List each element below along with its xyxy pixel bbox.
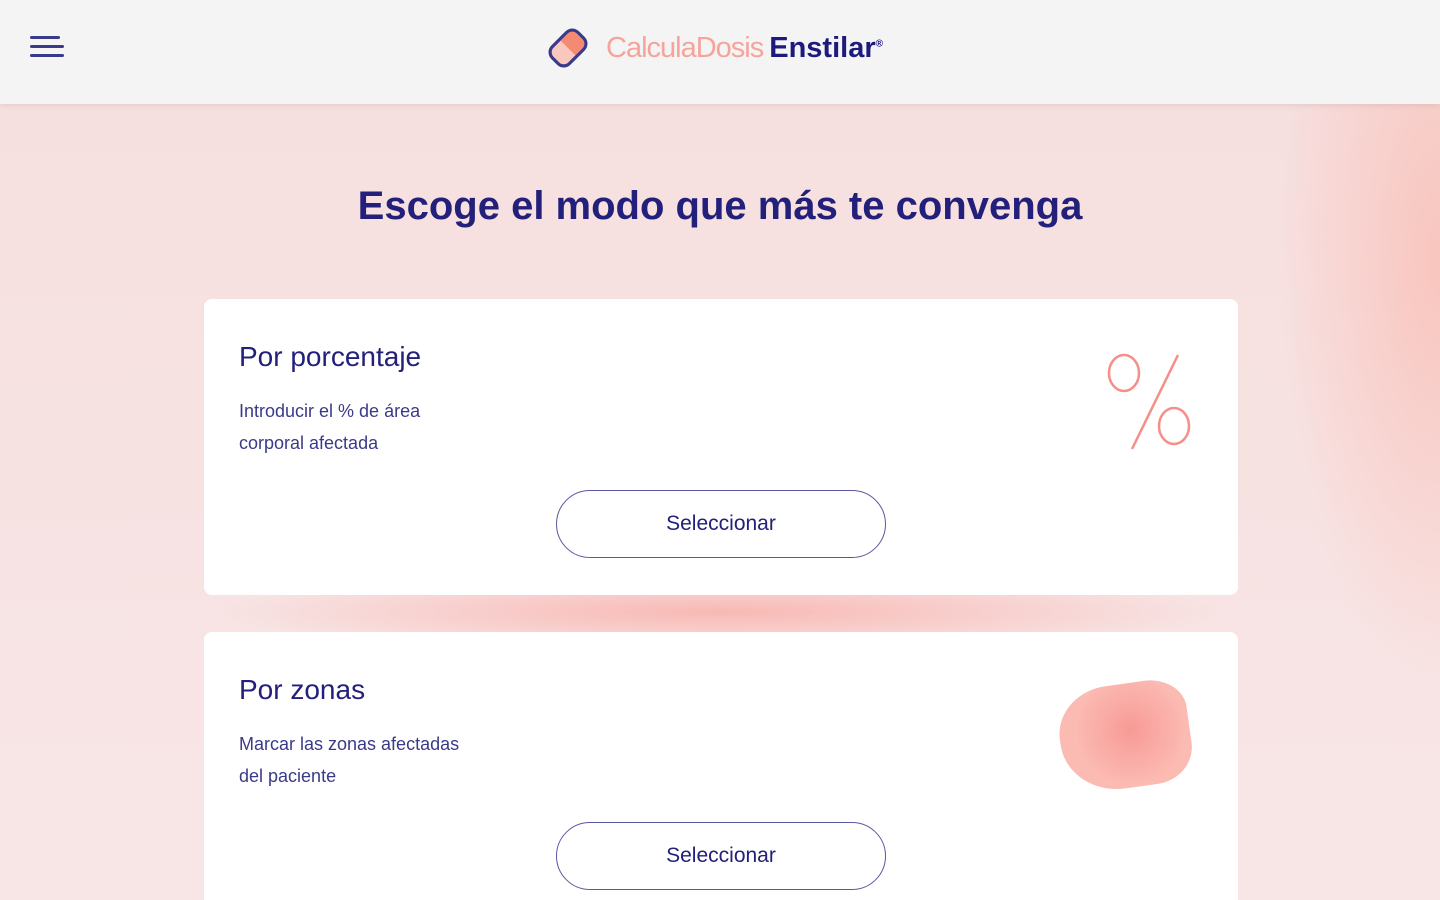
card-description: Marcar las zonas afectadas del paciente [239,734,460,786]
logo-text-light: CalculaDosis [606,31,764,64]
page-title: Escoge el modo que más te convenga [357,184,1083,228]
hamburger-icon[interactable] [30,36,64,60]
body-zone-blob-icon [1053,675,1197,797]
card-description: Introducir el % de área corporal afectad… [239,401,421,453]
card-zones: Por zonas Marcar las zonas afectadas del… [204,632,1238,900]
card-title: Por porcentaje [239,341,422,372]
percent-icon [1107,353,1191,450]
card-percentage: Por porcentaje Introducir el % de área c… [204,299,1238,595]
header: CalculaDosis Enstilar® [0,0,1440,104]
select-percentage-button[interactable]: Seleccionar [556,490,886,558]
card-title: Por zonas [239,674,366,705]
logo-icon [548,28,588,68]
logo-text-bold: Enstilar® [769,31,883,64]
select-zones-button[interactable]: Seleccionar [556,822,886,890]
logo: CalculaDosis Enstilar® [542,22,883,74]
